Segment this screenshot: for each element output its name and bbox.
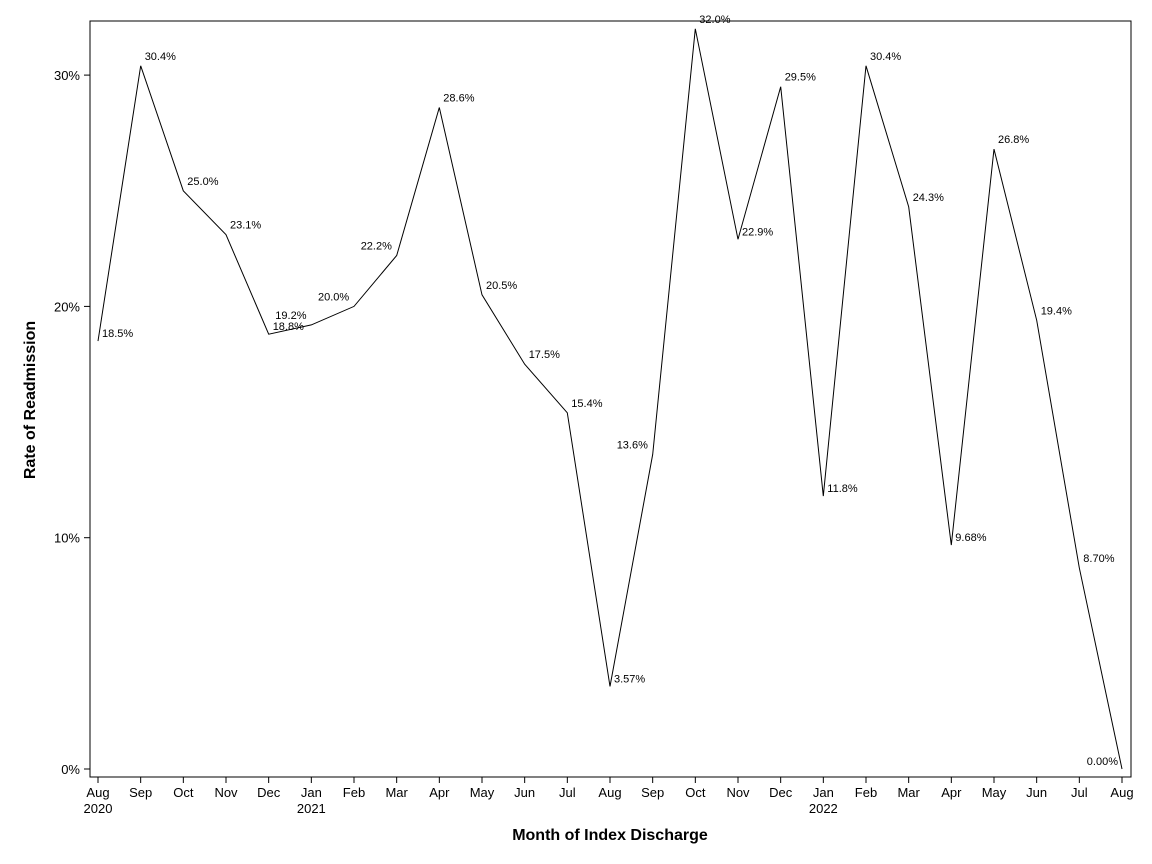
x-axis-title: Month of Index Discharge [512, 827, 708, 844]
x-tick-label: Aug [86, 785, 109, 800]
x-tick-year-label: 2020 [84, 801, 113, 816]
x-tick-label: May [470, 785, 495, 800]
x-tick-year-label: 2022 [809, 801, 838, 816]
data-label: 32.0% [699, 14, 730, 26]
data-label: 17.5% [529, 349, 560, 361]
data-label: 9.68% [955, 532, 986, 544]
x-tick-label: Jul [559, 785, 576, 800]
x-tick-label: Jan [813, 785, 834, 800]
x-tick-label: Jun [514, 785, 535, 800]
data-label: 8.70% [1083, 553, 1114, 565]
data-label: 13.6% [617, 439, 648, 451]
data-label: 15.4% [571, 398, 602, 410]
x-tick-label: Nov [214, 785, 238, 800]
data-label: 0.00% [1087, 756, 1118, 768]
data-label: 20.0% [318, 291, 349, 303]
x-tick-label: Oct [685, 785, 706, 800]
data-label: 22.2% [361, 241, 392, 253]
data-label: 30.4% [870, 51, 901, 63]
data-label: 18.8% [273, 321, 304, 333]
data-label: 18.5% [102, 328, 133, 340]
x-tick-label: Apr [941, 785, 962, 800]
x-tick-label: Feb [343, 785, 365, 800]
data-label: 24.3% [913, 192, 944, 204]
x-tick-label: Aug [1110, 785, 1133, 800]
data-label: 23.1% [230, 220, 261, 232]
x-tick-label: Sep [641, 785, 664, 800]
x-tick-label: Feb [855, 785, 877, 800]
x-tick-label: Nov [726, 785, 750, 800]
data-label: 11.8% [827, 483, 858, 495]
data-label: 22.9% [742, 226, 773, 238]
data-label: 26.8% [998, 134, 1029, 146]
x-tick-label: Aug [598, 785, 621, 800]
x-tick-label: Jul [1071, 785, 1088, 800]
readmission-rate-line [97, 28, 1123, 770]
data-label: 30.4% [145, 51, 176, 63]
y-tick-label: 10% [54, 531, 80, 546]
y-axis: 0% 10% 20% 30% [54, 68, 90, 777]
x-tick-label: Dec [257, 785, 281, 800]
x-tick-label: Sep [129, 785, 152, 800]
y-tick-label: 30% [54, 68, 80, 83]
x-tick-year-label: 2021 [297, 801, 326, 816]
x-tick-label: Jun [1026, 785, 1047, 800]
y-tick-label: 20% [54, 299, 80, 314]
data-label: 28.6% [443, 93, 474, 105]
x-tick-label: Mar [385, 785, 408, 800]
y-axis-title: Rate of Readmission [22, 321, 39, 479]
x-tick-label: Jan [301, 785, 322, 800]
x-tick-label: Apr [429, 785, 450, 800]
data-labels: 18.5% 30.4% 25.0% 23.1% 18.8%19.2% 20.0% 22.2%… [102, 14, 1118, 768]
data-label: 19.4% [1041, 305, 1072, 317]
x-tick-label: Oct [173, 785, 194, 800]
x-tick-label: Dec [769, 785, 793, 800]
data-label: 20.5% [486, 280, 517, 292]
data-label: 19.2% [275, 310, 306, 322]
x-tick-label: May [982, 785, 1007, 800]
plot-frame [89, 20, 1132, 778]
y-tick-label: 0% [61, 762, 80, 777]
x-tick-label: Mar [897, 785, 920, 800]
data-label: 3.57% [614, 673, 645, 685]
data-label: 29.5% [785, 72, 816, 84]
data-label: 25.0% [187, 176, 218, 188]
